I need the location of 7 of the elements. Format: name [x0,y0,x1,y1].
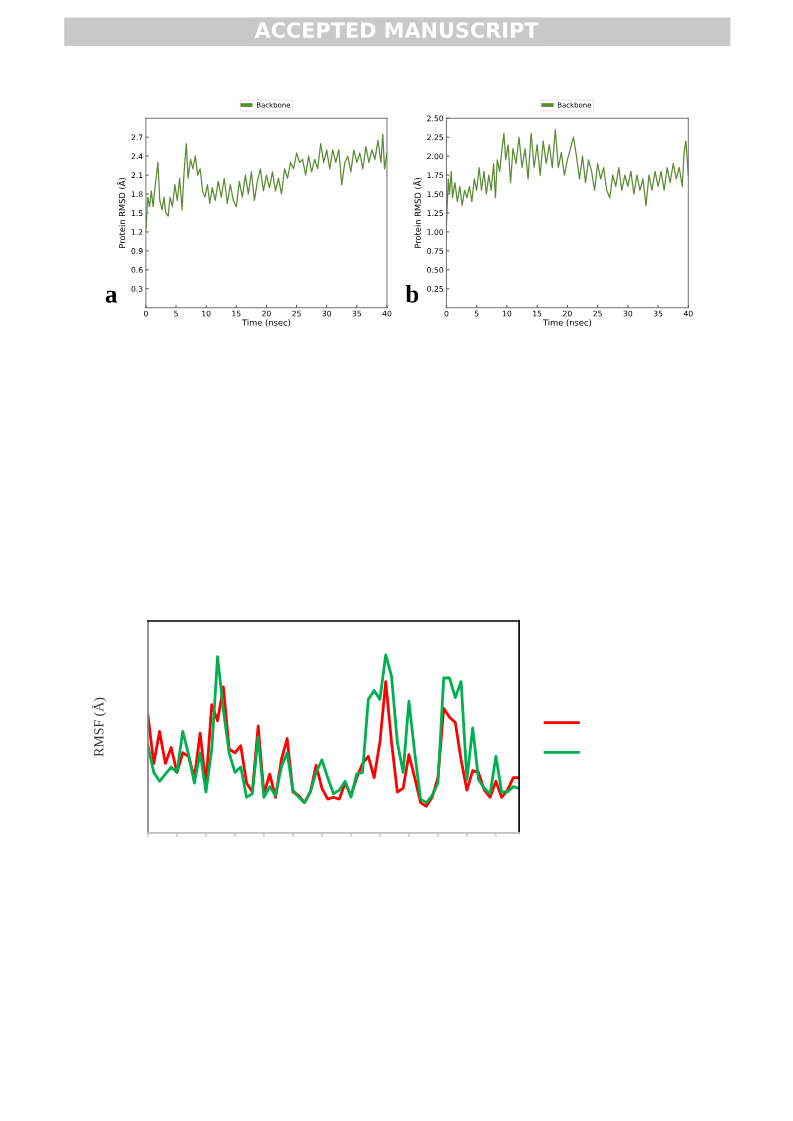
text: b [405,285,419,303]
y-axis-title: Protein RMSD (Å) [413,178,422,248]
text: a [105,290,118,303]
x-axis-title: Time (nsec) [542,319,592,327]
y-axis-title: RMSF (Å) [91,697,107,757]
x-axis-title: Time (nsec) [241,319,291,327]
y-axis-title: Protein RMSD (Å) [117,178,127,248]
